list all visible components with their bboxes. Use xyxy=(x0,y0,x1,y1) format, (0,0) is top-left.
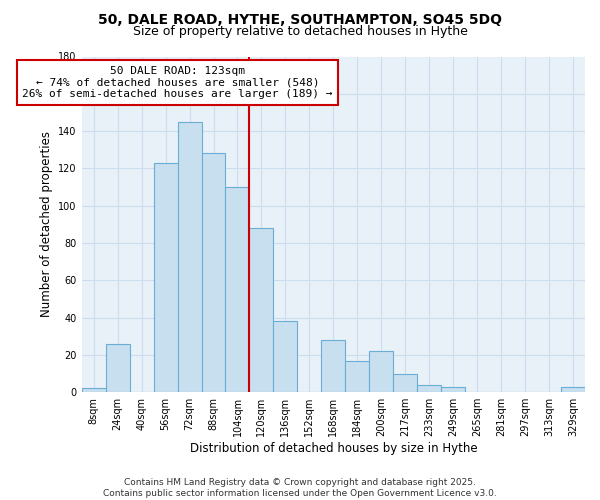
Text: Size of property relative to detached houses in Hythe: Size of property relative to detached ho… xyxy=(133,25,467,38)
Bar xyxy=(393,374,417,392)
Bar xyxy=(250,228,274,392)
Y-axis label: Number of detached properties: Number of detached properties xyxy=(40,132,53,318)
Bar xyxy=(369,351,393,392)
Bar xyxy=(226,187,250,392)
Bar xyxy=(346,360,369,392)
Text: 50 DALE ROAD: 123sqm
← 74% of detached houses are smaller (548)
26% of semi-deta: 50 DALE ROAD: 123sqm ← 74% of detached h… xyxy=(22,66,333,99)
Bar xyxy=(82,388,106,392)
Bar xyxy=(274,322,298,392)
Bar xyxy=(561,386,585,392)
Bar xyxy=(202,154,226,392)
Bar xyxy=(322,340,346,392)
Bar xyxy=(441,386,465,392)
X-axis label: Distribution of detached houses by size in Hythe: Distribution of detached houses by size … xyxy=(190,442,477,455)
Bar xyxy=(154,163,178,392)
Text: Contains HM Land Registry data © Crown copyright and database right 2025.
Contai: Contains HM Land Registry data © Crown c… xyxy=(103,478,497,498)
Bar xyxy=(106,344,130,392)
Bar xyxy=(417,384,441,392)
Bar xyxy=(178,122,202,392)
Text: 50, DALE ROAD, HYTHE, SOUTHAMPTON, SO45 5DQ: 50, DALE ROAD, HYTHE, SOUTHAMPTON, SO45 … xyxy=(98,12,502,26)
